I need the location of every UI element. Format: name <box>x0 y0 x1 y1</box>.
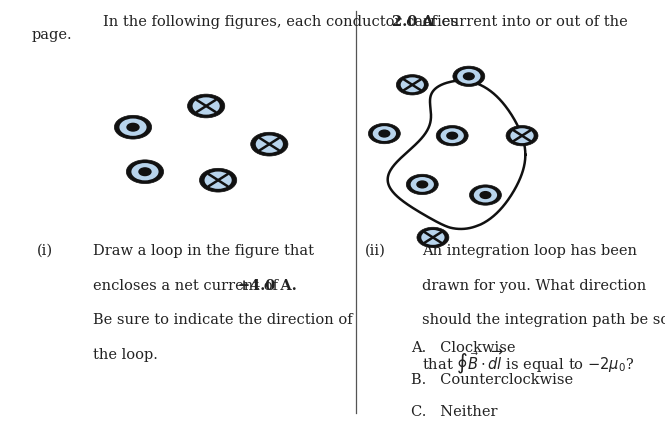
Circle shape <box>200 168 237 192</box>
Circle shape <box>396 75 428 95</box>
Circle shape <box>205 172 231 189</box>
Circle shape <box>447 132 458 139</box>
Circle shape <box>127 123 139 131</box>
Circle shape <box>251 132 288 156</box>
Circle shape <box>256 136 283 153</box>
Text: C.   Neither: C. Neither <box>411 405 497 419</box>
Circle shape <box>421 230 445 245</box>
Text: encloses a net current of: encloses a net current of <box>93 279 283 293</box>
Circle shape <box>506 126 538 146</box>
Circle shape <box>510 128 534 143</box>
Circle shape <box>417 181 428 188</box>
Circle shape <box>480 192 491 198</box>
Circle shape <box>126 160 164 184</box>
Circle shape <box>457 69 481 84</box>
Text: drawn for you. What direction: drawn for you. What direction <box>422 279 646 293</box>
Circle shape <box>368 123 400 144</box>
Text: An integration loop has been: An integration loop has been <box>422 244 637 258</box>
Circle shape <box>406 174 438 195</box>
Text: +4.0 A.: +4.0 A. <box>238 279 297 293</box>
Circle shape <box>139 168 151 176</box>
Circle shape <box>440 128 464 143</box>
Text: page.: page. <box>32 28 72 42</box>
Text: of current into or out of the: of current into or out of the <box>418 15 628 29</box>
Circle shape <box>436 126 468 146</box>
Text: B.   Counterclockwise: B. Counterclockwise <box>411 373 573 387</box>
Circle shape <box>417 227 449 248</box>
Circle shape <box>188 94 225 118</box>
Text: (ii): (ii) <box>364 244 385 258</box>
Circle shape <box>372 126 396 141</box>
Text: the loop.: the loop. <box>93 348 158 362</box>
Circle shape <box>132 163 158 180</box>
Circle shape <box>114 115 152 139</box>
Circle shape <box>410 177 434 192</box>
Circle shape <box>120 119 146 136</box>
Circle shape <box>453 66 485 86</box>
Text: Be sure to indicate the direction of: Be sure to indicate the direction of <box>93 313 352 327</box>
Text: should the integration path be so: should the integration path be so <box>422 313 665 327</box>
Text: In the following figures, each conductor carries: In the following figures, each conductor… <box>103 15 463 29</box>
Circle shape <box>193 98 219 114</box>
Circle shape <box>379 130 390 137</box>
Circle shape <box>400 77 424 92</box>
Text: that $\oint \vec{B} \cdot \overrightarrow{dl}$ is equal to $-2\mu_0$?: that $\oint \vec{B} \cdot \overrightarro… <box>422 348 634 377</box>
Circle shape <box>469 185 501 205</box>
Text: A.   Clockwise: A. Clockwise <box>411 341 515 355</box>
Circle shape <box>473 187 497 203</box>
Circle shape <box>464 73 474 80</box>
Text: (i): (i) <box>37 244 53 258</box>
Text: Draw a loop in the figure that: Draw a loop in the figure that <box>93 244 314 258</box>
Text: 2.0 A: 2.0 A <box>392 15 434 29</box>
